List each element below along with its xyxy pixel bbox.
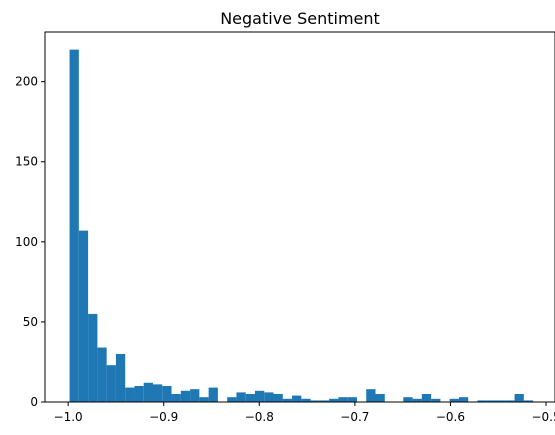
y-tick-label: 150 — [15, 155, 38, 169]
histogram-bar — [282, 398, 293, 402]
histogram-bar — [245, 393, 255, 402]
histogram-bar — [338, 397, 348, 402]
histogram-bar — [153, 384, 163, 402]
histogram-bar — [375, 393, 385, 402]
histogram-bar — [199, 397, 209, 402]
histogram-bar — [329, 398, 339, 402]
histogram-bar — [88, 313, 98, 402]
histogram-bar — [412, 398, 422, 402]
histogram-bar — [78, 230, 89, 402]
histogram-bar — [421, 393, 432, 402]
bars-group — [69, 49, 534, 403]
histogram-bar — [125, 387, 135, 402]
histogram-bar — [143, 382, 153, 402]
histogram-bar — [366, 389, 376, 402]
histogram-bar — [97, 347, 107, 402]
y-tick-label: 0 — [30, 395, 38, 409]
x-tick-label: −0.6 — [436, 410, 465, 424]
histogram-bar — [227, 397, 237, 402]
histogram-bar — [115, 353, 126, 402]
histogram-bar — [208, 387, 218, 402]
x-axis: −1.0 −0.9 −0.8 −0.7 −0.6 −0.5 — [54, 402, 555, 424]
histogram-bar — [254, 390, 265, 402]
y-tick-label: 50 — [23, 315, 38, 329]
x-tick-label: −0.7 — [340, 410, 369, 424]
histogram-bar — [449, 398, 459, 402]
histogram-bar — [458, 397, 469, 402]
histogram-bar — [301, 398, 311, 402]
histogram-bar — [477, 400, 487, 402]
histogram-bar — [310, 400, 320, 402]
histogram-bar — [523, 400, 534, 402]
x-tick-label: −1.0 — [54, 410, 83, 424]
histogram-bar — [292, 395, 302, 402]
plot-frame — [44, 31, 555, 403]
histogram-bar — [486, 400, 497, 402]
y-axis: 0 50 100 150 200 — [15, 75, 45, 409]
histogram-bar — [431, 398, 441, 402]
histogram-bar — [514, 393, 524, 402]
histogram-bar — [134, 385, 144, 402]
histogram-bar — [171, 393, 181, 402]
y-tick-label: 100 — [15, 235, 38, 249]
histogram-bar — [403, 397, 413, 402]
histogram-bar — [273, 393, 283, 402]
histogram-bar — [69, 49, 79, 403]
histogram-bar — [106, 365, 116, 402]
chart-title: Negative Sentiment — [220, 9, 380, 28]
histogram-bar — [264, 392, 274, 402]
histogram-bar — [190, 389, 200, 402]
histogram-bar — [236, 392, 246, 402]
histogram-bar — [496, 400, 506, 402]
histogram-bar — [162, 385, 172, 402]
x-tick-label: −0.8 — [245, 410, 274, 424]
x-tick-label: −0.5 — [531, 410, 555, 424]
x-tick-label: −0.9 — [149, 410, 178, 424]
histogram-bar — [319, 400, 330, 402]
y-tick-label: 200 — [15, 75, 38, 89]
histogram-bar — [180, 390, 191, 402]
histogram-bar — [505, 400, 515, 402]
histogram-bar — [347, 397, 357, 402]
